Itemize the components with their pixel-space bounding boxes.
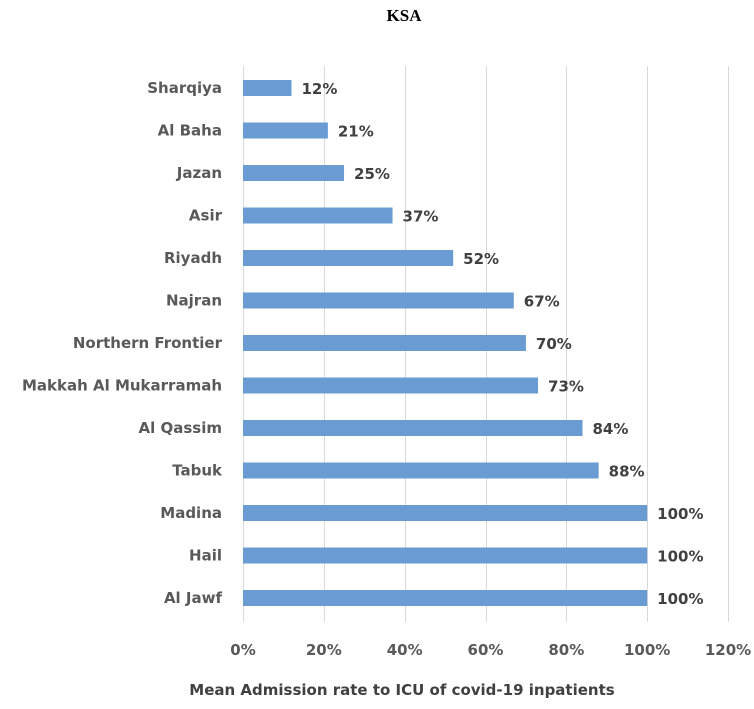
bar (243, 80, 292, 96)
bar (243, 122, 328, 139)
bar (243, 250, 454, 266)
x-axis-title: Mean Admission rate to ICU of covid-19 i… (189, 681, 614, 699)
data-labels: 12% 21% 25% 37% 52% 67% 70% 73% 84% 88% 100% 100% 10… (302, 80, 704, 608)
chart-title: KSA (387, 6, 423, 25)
bar (243, 165, 345, 181)
category-label: Hail (189, 547, 222, 565)
x-tick-label: 60% (468, 641, 504, 659)
data-label: 70% (536, 335, 572, 353)
data-label: 21% (338, 123, 374, 141)
category-label: Madina (160, 504, 222, 522)
x-tick-label: 40% (387, 641, 423, 659)
bar (243, 462, 599, 479)
x-tick-label: 20% (306, 641, 342, 659)
bar (243, 547, 648, 564)
category-label: Northern Frontier (73, 334, 223, 352)
category-label: Asir (189, 207, 223, 225)
category-label: Jazan (176, 164, 222, 182)
category-label: Riyadh (164, 249, 222, 267)
bar (243, 420, 583, 436)
category-label: Al Qassim (139, 419, 222, 437)
data-label: 12% (302, 80, 338, 98)
data-label: 88% (609, 463, 645, 481)
data-label: 84% (593, 420, 629, 438)
category-label: Al Jawf (164, 589, 223, 607)
category-label: Tabuk (172, 462, 223, 480)
bar (243, 377, 539, 394)
data-label: 100% (657, 590, 703, 608)
category-label: Sharqiya (147, 79, 222, 97)
x-axis-tick-labels: 0% 20% 40% 60% 80% 100% 120% (230, 641, 751, 659)
bar (243, 505, 648, 521)
x-tick-label: 120% (705, 641, 751, 659)
data-label: 73% (548, 378, 584, 396)
category-label: Najran (166, 292, 222, 310)
data-label: 67% (524, 293, 560, 311)
bar (243, 335, 526, 351)
bar (243, 292, 514, 309)
data-label: 25% (354, 165, 390, 183)
x-tick-label: 100% (624, 641, 670, 659)
bars (243, 80, 648, 606)
bar (243, 590, 648, 606)
x-tick-label: 0% (230, 641, 255, 659)
data-label: 100% (657, 548, 703, 566)
category-labels: Sharqiya Al Baha Jazan Asir Riyadh Najran Nort… (22, 79, 223, 607)
x-tick-label: 80% (548, 641, 584, 659)
data-label: 52% (463, 250, 499, 268)
bar (243, 207, 393, 224)
category-label: Makkah Al Mukarramah (22, 377, 222, 395)
data-label: 37% (403, 208, 439, 226)
data-label: 100% (657, 505, 703, 523)
category-label: Al Baha (158, 122, 222, 140)
